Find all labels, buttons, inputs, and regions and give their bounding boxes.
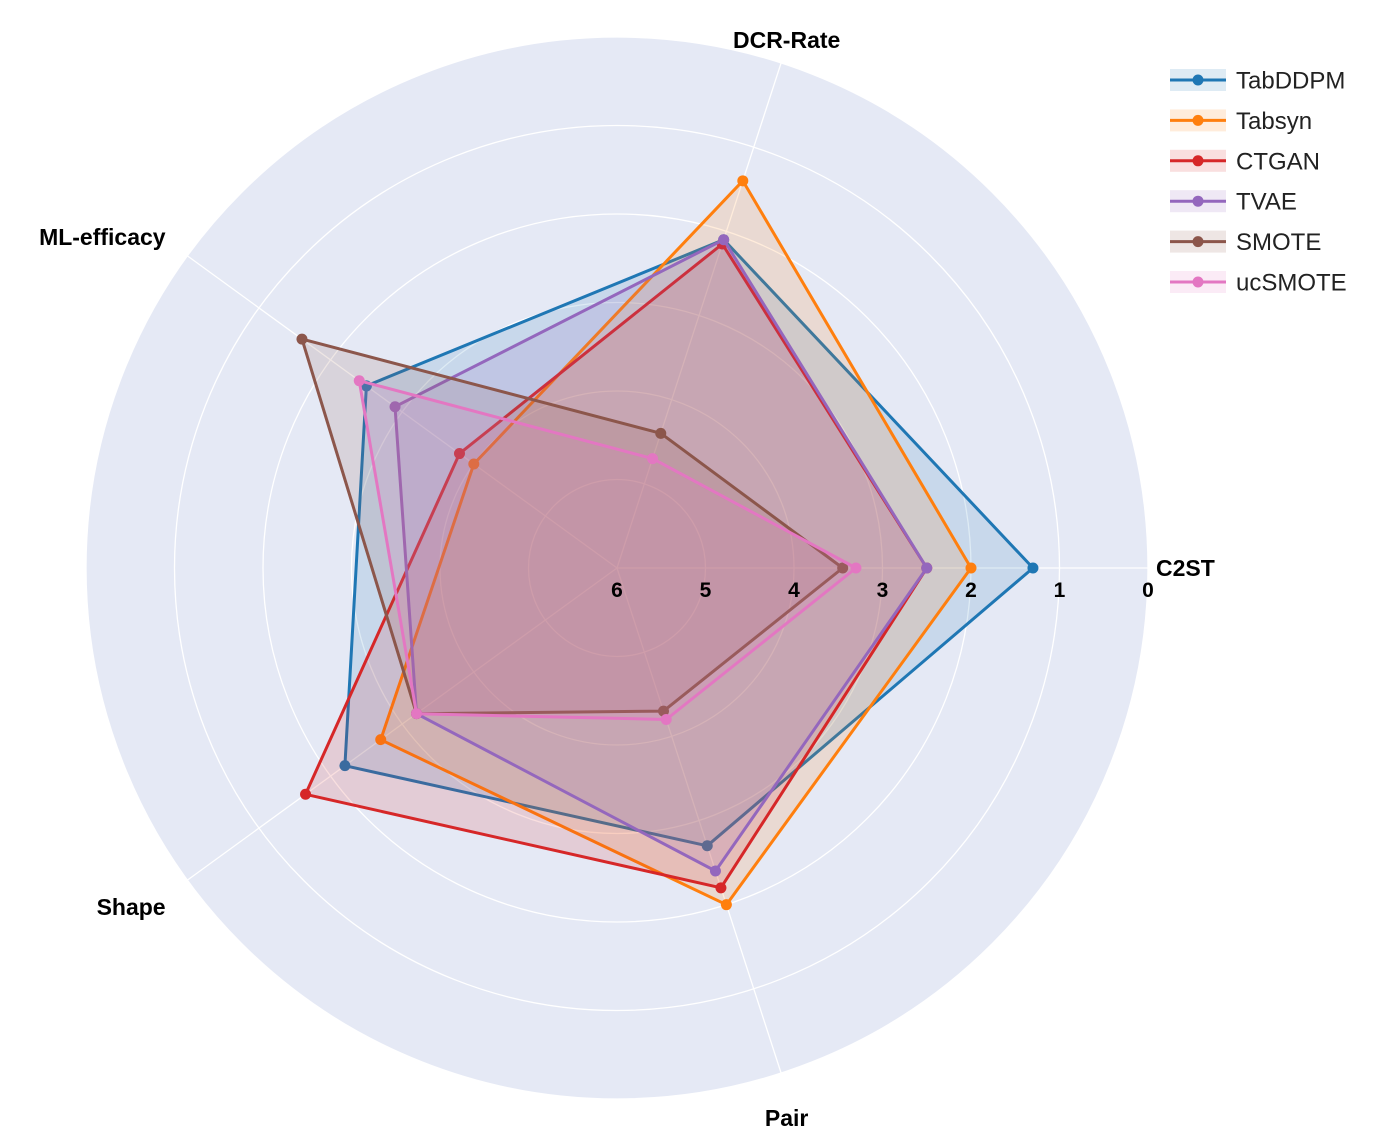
legend-item-tvae: TVAE xyxy=(1170,189,1297,216)
legend: TabDDPM Tabsyn CTGAN TVAE SMOTE ucSMOTE xyxy=(1170,68,1347,297)
grid-spoke xyxy=(187,255,618,569)
series-area-ucsmote xyxy=(359,380,856,720)
data-point-tabsyn-c2st xyxy=(965,562,977,574)
series-line-tabddpm xyxy=(343,238,1035,848)
data-point-tvae-c2st xyxy=(921,562,933,574)
data-point-ucsmote-dcr-rate xyxy=(647,453,659,465)
data-point-tvae-ml-efficacy xyxy=(389,401,401,413)
radial-tick-label: 6 xyxy=(611,579,623,602)
radial-tick-labels: 6 5 4 3 2 1 0 xyxy=(611,579,1154,602)
series-line-tvae xyxy=(393,238,929,873)
data-point-tabsyn-shape xyxy=(375,734,387,746)
axis-label-shape: Shape xyxy=(97,894,166,920)
series-area-tabddpm xyxy=(344,239,1033,846)
axis-label-pair: Pair xyxy=(765,1105,809,1131)
data-point-tabsyn-ml-efficacy xyxy=(468,458,480,470)
radial-tick-label: 3 xyxy=(877,579,889,602)
radial-tick-label: 4 xyxy=(788,579,800,602)
polar-grid xyxy=(85,36,1149,1100)
legend-label: TabDDPM xyxy=(1236,68,1345,95)
data-point-tabddpm-pair xyxy=(701,840,713,852)
legend-marker xyxy=(1192,114,1204,126)
series-line-smote xyxy=(300,337,845,716)
series-line-ucsmote xyxy=(357,379,858,721)
radial-tick-label: 0 xyxy=(1142,579,1154,602)
data-point-ucsmote-pair xyxy=(660,714,672,726)
axis-label-c2st: C2ST xyxy=(1156,555,1215,581)
legend-item-tabsyn: Tabsyn xyxy=(1170,108,1312,135)
legend-item-tabddpm: TabDDPM xyxy=(1170,68,1345,95)
grid-spoke xyxy=(187,567,618,881)
series-line-tabsyn xyxy=(379,179,973,907)
legend-label: SMOTE xyxy=(1236,229,1321,256)
legend-label: CTGAN xyxy=(1236,148,1320,175)
legend-label: Tabsyn xyxy=(1236,108,1312,135)
legend-label: TVAE xyxy=(1236,189,1297,216)
data-point-ctgan-ml-efficacy xyxy=(453,448,465,460)
axis-label-dcr-rate: DCR-Rate xyxy=(733,27,840,53)
series-layer xyxy=(296,175,1039,911)
legend-marker xyxy=(1192,74,1204,86)
data-point-ctgan-pair xyxy=(715,882,727,894)
radial-tick-label: 2 xyxy=(965,579,977,602)
data-point-smote-pair xyxy=(657,705,669,717)
grid-spoke xyxy=(616,62,782,569)
legend-item-ucsmote: ucSMOTE xyxy=(1170,270,1347,297)
legend-marker xyxy=(1192,155,1204,167)
data-point-tvae-dcr-rate xyxy=(718,234,730,246)
data-point-tabddpm-c2st xyxy=(1027,562,1039,574)
legend-label: ucSMOTE xyxy=(1236,270,1347,297)
radial-tick-label: 1 xyxy=(1054,579,1066,602)
data-point-smote-ml-efficacy xyxy=(296,333,308,345)
data-point-smote-c2st xyxy=(837,562,849,574)
grid-spoke xyxy=(616,567,782,1074)
series-area-tabsyn xyxy=(380,180,971,905)
radial-tick-label: 5 xyxy=(700,579,712,602)
series-area-ctgan xyxy=(305,244,927,888)
legend-marker xyxy=(1192,236,1204,248)
data-point-tabsyn-pair xyxy=(720,899,732,911)
legend-item-smote: SMOTE xyxy=(1170,229,1321,256)
legend-item-ctgan: CTGAN xyxy=(1170,148,1320,175)
data-point-ctgan-shape xyxy=(300,788,312,800)
data-point-tabsyn-dcr-rate xyxy=(737,175,749,187)
legend-marker xyxy=(1192,276,1204,288)
data-point-tvae-pair xyxy=(709,865,721,877)
data-point-ucsmote-c2st xyxy=(850,562,862,574)
data-point-ucsmote-shape xyxy=(411,708,423,720)
series-line-ctgan xyxy=(304,242,929,890)
data-point-ucsmote-ml-efficacy xyxy=(353,375,365,387)
axis-label-ml-efficacy: ML-efficacy xyxy=(39,224,166,250)
data-point-tabddpm-shape xyxy=(339,760,351,772)
series-area-smote xyxy=(302,339,843,714)
legend-marker xyxy=(1192,195,1204,207)
axis-labels: C2ST DCR-Rate ML-efficacy Shape Pair xyxy=(39,27,1215,1131)
data-point-smote-dcr-rate xyxy=(655,427,667,439)
